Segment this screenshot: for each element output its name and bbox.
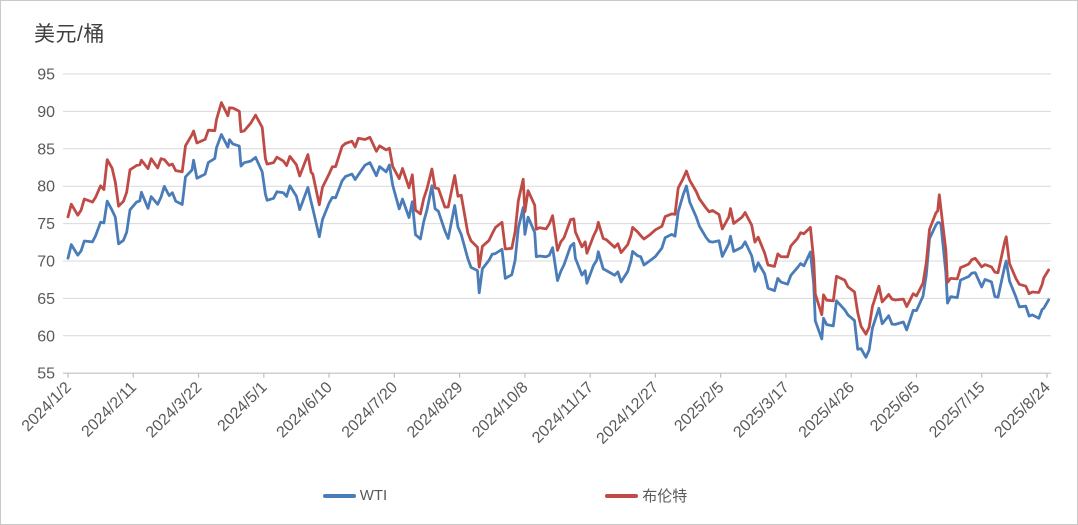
x-axis-label: 2024/3/22 — [143, 379, 205, 441]
y-axis-label: 95 — [37, 67, 55, 84]
x-axis-label: 2024/11/17 — [529, 379, 597, 447]
wti-legend-marker — [322, 493, 356, 498]
x-axis-label: 2025/3/17 — [730, 379, 792, 441]
y-axis-label: 80 — [37, 179, 55, 196]
brent-legend-marker — [605, 493, 639, 498]
chart-title: 美元/桶 — [34, 23, 105, 46]
x-axis-label: 2025/8/24 — [991, 379, 1053, 441]
x-axis-label: 2024/8/29 — [404, 379, 466, 441]
wti-legend-label: WTI — [359, 487, 388, 504]
y-axis-label: 85 — [37, 141, 55, 158]
legend-item-wti[interactable]: WTI — [322, 485, 388, 506]
x-axis-label: 2025/4/26 — [796, 379, 858, 441]
y-axis-label: 60 — [37, 328, 55, 345]
x-axis-label: 2024/12/27 — [594, 379, 663, 448]
y-axis-label: 90 — [37, 104, 55, 121]
legend-item-brent[interactable]: 布伦特 — [605, 485, 687, 506]
x-axis-label: 2025/2/5 — [671, 379, 727, 435]
x-axis-label: 2024/7/20 — [339, 379, 401, 441]
x-axis-label: 2025/6/5 — [867, 379, 923, 435]
y-axis-label: 75 — [37, 216, 55, 233]
legend: WTI 布伦特 — [1, 485, 1043, 506]
brent-series-line — [66, 101, 1050, 336]
wti-series-line — [66, 133, 1050, 359]
y-axis-label: 55 — [37, 366, 55, 383]
x-axis-label: 2024/2/11 — [79, 379, 141, 441]
y-axis-label: 70 — [37, 254, 55, 271]
x-axis-label: 2025/7/15 — [926, 379, 988, 441]
y-axis-label: 65 — [37, 291, 55, 308]
brent-legend-label: 布伦特 — [642, 488, 688, 505]
x-axis-label: 2024/6/10 — [274, 379, 336, 441]
x-axis-label: 2024/10/8 — [469, 379, 531, 441]
x-axis-label: 2024/1/2 — [19, 379, 75, 435]
x-axis-label: 2024/5/1 — [215, 379, 271, 435]
